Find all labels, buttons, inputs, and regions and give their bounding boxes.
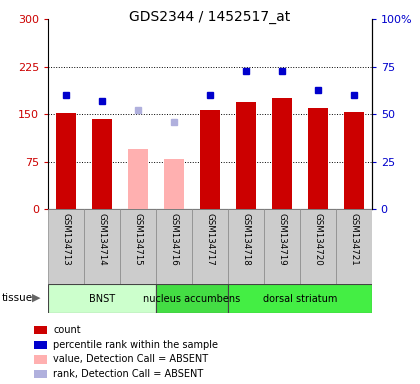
Text: GSM134713: GSM134713 <box>62 213 71 266</box>
Text: GSM134718: GSM134718 <box>241 213 250 266</box>
Bar <box>156 209 192 284</box>
Bar <box>128 149 148 209</box>
Bar <box>164 159 184 209</box>
Bar <box>48 284 156 313</box>
Text: GSM134715: GSM134715 <box>134 213 143 266</box>
Text: rank, Detection Call = ABSENT: rank, Detection Call = ABSENT <box>53 369 204 379</box>
Text: GSM134719: GSM134719 <box>277 213 286 266</box>
Bar <box>156 284 228 313</box>
Text: GSM134716: GSM134716 <box>170 213 178 266</box>
Text: ▶: ▶ <box>32 293 40 303</box>
Bar <box>264 209 300 284</box>
Bar <box>200 110 220 209</box>
Text: percentile rank within the sample: percentile rank within the sample <box>53 340 218 350</box>
Bar <box>344 113 364 209</box>
Bar <box>84 209 120 284</box>
Bar <box>236 102 256 209</box>
Text: GSM134717: GSM134717 <box>205 213 215 266</box>
Text: BNST: BNST <box>89 293 115 304</box>
Bar <box>300 209 336 284</box>
Bar <box>56 113 76 209</box>
Bar <box>120 209 156 284</box>
Text: dorsal striatum: dorsal striatum <box>262 293 337 304</box>
Text: nucleus accumbens: nucleus accumbens <box>143 293 241 304</box>
Bar <box>308 108 328 209</box>
Text: GSM134714: GSM134714 <box>98 213 107 266</box>
Text: GSM134720: GSM134720 <box>313 213 322 266</box>
Text: count: count <box>53 325 81 335</box>
Bar <box>92 119 112 209</box>
Bar <box>272 98 292 209</box>
Text: GSM134721: GSM134721 <box>349 213 358 266</box>
Text: GDS2344 / 1452517_at: GDS2344 / 1452517_at <box>129 10 291 23</box>
Bar <box>192 209 228 284</box>
Text: tissue: tissue <box>2 293 33 303</box>
Text: value, Detection Call = ABSENT: value, Detection Call = ABSENT <box>53 354 208 364</box>
Bar <box>228 284 372 313</box>
Bar <box>228 209 264 284</box>
Bar <box>48 209 84 284</box>
Bar <box>336 209 372 284</box>
